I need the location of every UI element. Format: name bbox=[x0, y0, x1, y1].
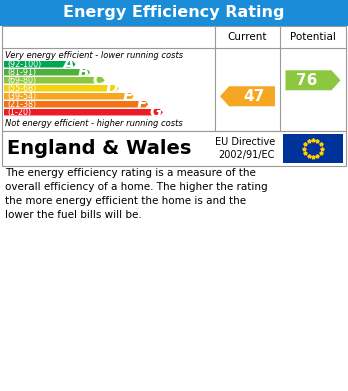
Bar bbox=[2, 131, 346, 166]
Text: (69-80): (69-80) bbox=[7, 76, 36, 85]
Polygon shape bbox=[4, 109, 163, 115]
Polygon shape bbox=[220, 86, 275, 106]
Polygon shape bbox=[4, 61, 76, 68]
Text: Very energy efficient - lower running costs: Very energy efficient - lower running co… bbox=[5, 52, 183, 61]
Text: Current: Current bbox=[228, 32, 267, 42]
Text: Not energy efficient - higher running costs: Not energy efficient - higher running co… bbox=[5, 119, 183, 128]
Text: (21-38): (21-38) bbox=[7, 100, 36, 109]
Text: England & Wales: England & Wales bbox=[7, 139, 191, 158]
Text: (81-91): (81-91) bbox=[7, 68, 36, 77]
Polygon shape bbox=[4, 93, 134, 99]
Polygon shape bbox=[4, 77, 105, 84]
Bar bbox=[283, 134, 343, 163]
Text: B: B bbox=[78, 65, 89, 80]
Text: (92-100): (92-100) bbox=[7, 60, 41, 69]
Text: Potential: Potential bbox=[290, 32, 336, 42]
Text: (39-54): (39-54) bbox=[7, 92, 36, 101]
Text: G: G bbox=[149, 105, 162, 120]
Text: C: C bbox=[93, 73, 104, 88]
Polygon shape bbox=[4, 85, 119, 91]
Text: (1-20): (1-20) bbox=[7, 108, 31, 117]
Text: Energy Efficiency Rating: Energy Efficiency Rating bbox=[63, 5, 285, 20]
Text: A: A bbox=[63, 57, 74, 72]
Polygon shape bbox=[4, 69, 90, 75]
Text: F: F bbox=[137, 97, 147, 112]
Polygon shape bbox=[4, 101, 148, 108]
Text: EU Directive
2002/91/EC: EU Directive 2002/91/EC bbox=[215, 137, 275, 160]
Text: 47: 47 bbox=[243, 89, 264, 104]
Text: D: D bbox=[106, 81, 118, 96]
Text: 76: 76 bbox=[296, 73, 318, 88]
Text: The energy efficiency rating is a measure of the
overall efficiency of a home. T: The energy efficiency rating is a measur… bbox=[5, 168, 268, 220]
Bar bbox=[2, 26, 346, 131]
Polygon shape bbox=[285, 70, 340, 90]
Text: E: E bbox=[122, 89, 133, 104]
Bar bbox=[0, 0, 348, 26]
Text: (55-68): (55-68) bbox=[7, 84, 36, 93]
